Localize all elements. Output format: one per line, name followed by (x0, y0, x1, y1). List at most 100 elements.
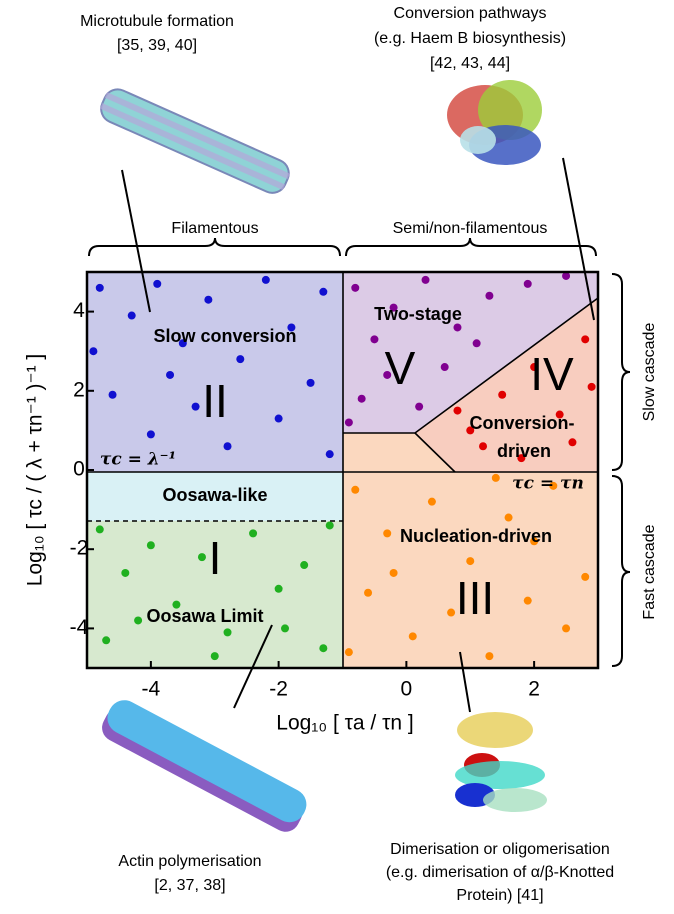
x-tick-label: -4 (142, 678, 161, 701)
point (224, 628, 232, 636)
point (326, 450, 334, 458)
region-label: Two-stage (374, 304, 462, 324)
annotation: Filamentous (171, 220, 258, 237)
annotation: Conversion pathways (394, 5, 547, 22)
point (505, 514, 513, 522)
point (358, 395, 366, 403)
point (568, 438, 576, 446)
annotation: Dimerisation or oligomerisation (390, 841, 610, 858)
y-axis-label: Log₁₀ [ τc / ( λ + τn⁻¹ )⁻¹ ] (24, 354, 47, 587)
point (581, 335, 589, 343)
y-tick-label: 4 (73, 299, 85, 322)
point (275, 585, 283, 593)
point (319, 644, 327, 652)
region-label: Oosawa-like (162, 485, 267, 505)
region-label: II (202, 375, 228, 427)
haem-protein-image (447, 80, 542, 165)
annotation: Microtubule formation (80, 13, 234, 30)
region-label: Slow conversion (153, 326, 296, 346)
point (134, 616, 142, 624)
x-tick-label: -2 (269, 678, 288, 701)
point (281, 624, 289, 632)
annotation: Fast cascade (641, 524, 658, 619)
point (128, 312, 136, 320)
region-label: IV (530, 348, 574, 400)
point (453, 323, 461, 331)
annotation: [2, 37, 38] (154, 877, 225, 894)
point (275, 415, 283, 423)
point (428, 498, 436, 506)
x-axis-label: Log₁₀ [ τa / τn ] (276, 712, 413, 735)
region-label: Conversion- (469, 413, 574, 433)
point (473, 339, 481, 347)
point (562, 624, 570, 632)
point (262, 276, 270, 284)
point (109, 391, 117, 399)
point (370, 335, 378, 343)
point (351, 486, 359, 494)
x-tick-label: 2 (528, 678, 540, 701)
point (192, 403, 200, 411)
point (166, 371, 174, 379)
point (524, 597, 532, 605)
point (351, 284, 359, 292)
knotted-protein-image (455, 712, 547, 812)
annotation: Actin polymerisation (118, 853, 261, 870)
point (147, 541, 155, 549)
point (147, 430, 155, 438)
boundary-label: τc = τn (512, 474, 584, 494)
point (102, 636, 110, 644)
point (198, 553, 206, 561)
point (121, 569, 129, 577)
region-label: Oosawa Limit (146, 606, 263, 626)
point (485, 652, 493, 660)
point (96, 284, 104, 292)
annotation: (e.g. Haem B biosynthesis) (374, 30, 566, 47)
annotation: [35, 39, 40] (117, 37, 197, 54)
annotation: [42, 43, 44] (430, 55, 510, 72)
region-label: V (385, 342, 416, 394)
region-label: I (209, 532, 222, 584)
annotation: (e.g. dimerisation of α/β-Knotted (386, 864, 614, 881)
point (485, 292, 493, 300)
y-tick-label: 0 (73, 458, 85, 481)
x-tick-label: 0 (401, 678, 413, 701)
region-ii (87, 272, 343, 472)
point (422, 276, 430, 284)
point (466, 557, 474, 565)
point (581, 573, 589, 581)
region-label: Nucleation-driven (400, 526, 552, 546)
point (211, 652, 219, 660)
point (453, 407, 461, 415)
point (204, 296, 212, 304)
point (492, 474, 500, 482)
point (153, 280, 161, 288)
microtubule-image (97, 85, 294, 197)
point (236, 355, 244, 363)
point (441, 363, 449, 371)
point (588, 383, 596, 391)
point (383, 529, 391, 537)
point (524, 280, 532, 288)
y-tick-label: -4 (70, 616, 89, 639)
region-label: driven (497, 441, 551, 461)
point (345, 418, 353, 426)
figure: Microtubule formation [35, 39, 40] Conve… (0, 0, 674, 914)
point (364, 589, 372, 597)
point (326, 521, 334, 529)
y-tick-label: -2 (70, 537, 89, 560)
point (409, 632, 417, 640)
point (447, 609, 455, 617)
point (319, 288, 327, 296)
point (307, 379, 315, 387)
annotation: Protein) [41] (456, 887, 543, 904)
annotation: Slow cascade (641, 323, 658, 422)
point (479, 442, 487, 450)
point (498, 391, 506, 399)
point (224, 442, 232, 450)
point (300, 561, 308, 569)
point (249, 529, 257, 537)
point (390, 569, 398, 577)
point (89, 347, 97, 355)
y-tick-label: 2 (73, 378, 85, 401)
